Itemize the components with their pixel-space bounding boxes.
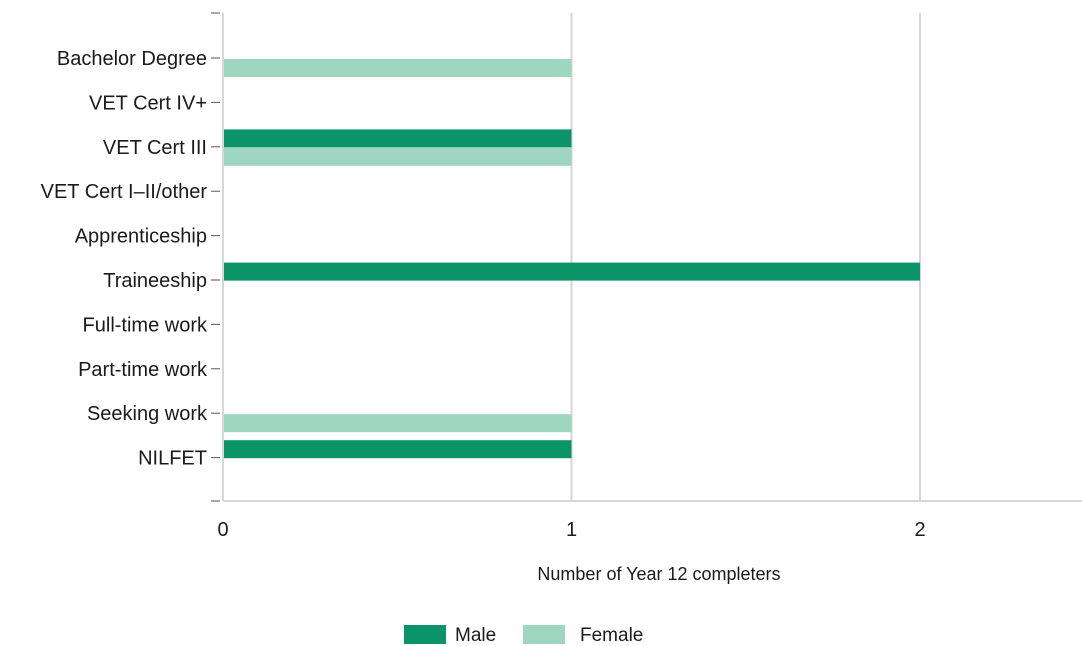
- category-label: Apprenticeship: [75, 226, 207, 248]
- category-label: Part-time work: [78, 359, 208, 381]
- category-label: VET Cert III: [103, 137, 207, 159]
- bar-female: [224, 147, 572, 166]
- category-label: Traineeship: [103, 270, 207, 292]
- bar-male: [224, 440, 572, 459]
- bar-female: [224, 59, 572, 77]
- bar-female: [224, 414, 572, 433]
- bar-male: [224, 262, 920, 281]
- legend-swatch-female: [523, 625, 565, 644]
- bar-male: [224, 129, 572, 148]
- category-label: Seeking work: [87, 403, 208, 425]
- legend-swatch-male: [404, 625, 446, 644]
- category-label: VET Cert I–II/other: [41, 181, 208, 203]
- category-label: VET Cert IV+: [89, 92, 207, 114]
- legend: Male Female: [404, 625, 643, 646]
- x-tick-label: 0: [217, 519, 228, 541]
- category-label: Bachelor Degree: [57, 48, 207, 70]
- category-label: NILFET: [138, 448, 207, 470]
- legend-label-female: Female: [580, 625, 643, 646]
- legend-label-male: Male: [455, 625, 496, 646]
- category-label: Full-time work: [83, 314, 208, 336]
- gridlines: [570, 13, 921, 501]
- x-tick-label: 1: [566, 519, 577, 541]
- bars: [224, 59, 920, 459]
- x-tick-labels: 0 1 2: [217, 519, 925, 541]
- x-tick-label: 2: [914, 519, 925, 541]
- category-labels: Bachelor Degree VET Cert IV+ VET Cert III V…: [41, 48, 208, 470]
- x-axis-title: Number of Year 12 completers: [537, 564, 780, 584]
- axes: [211, 12, 1082, 502]
